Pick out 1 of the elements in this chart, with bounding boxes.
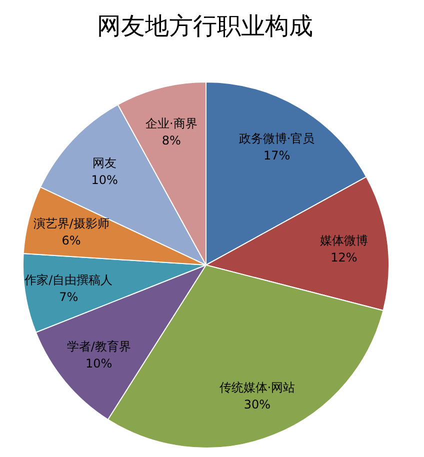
title: 网友地方行职业构成 [97, 12, 313, 40]
